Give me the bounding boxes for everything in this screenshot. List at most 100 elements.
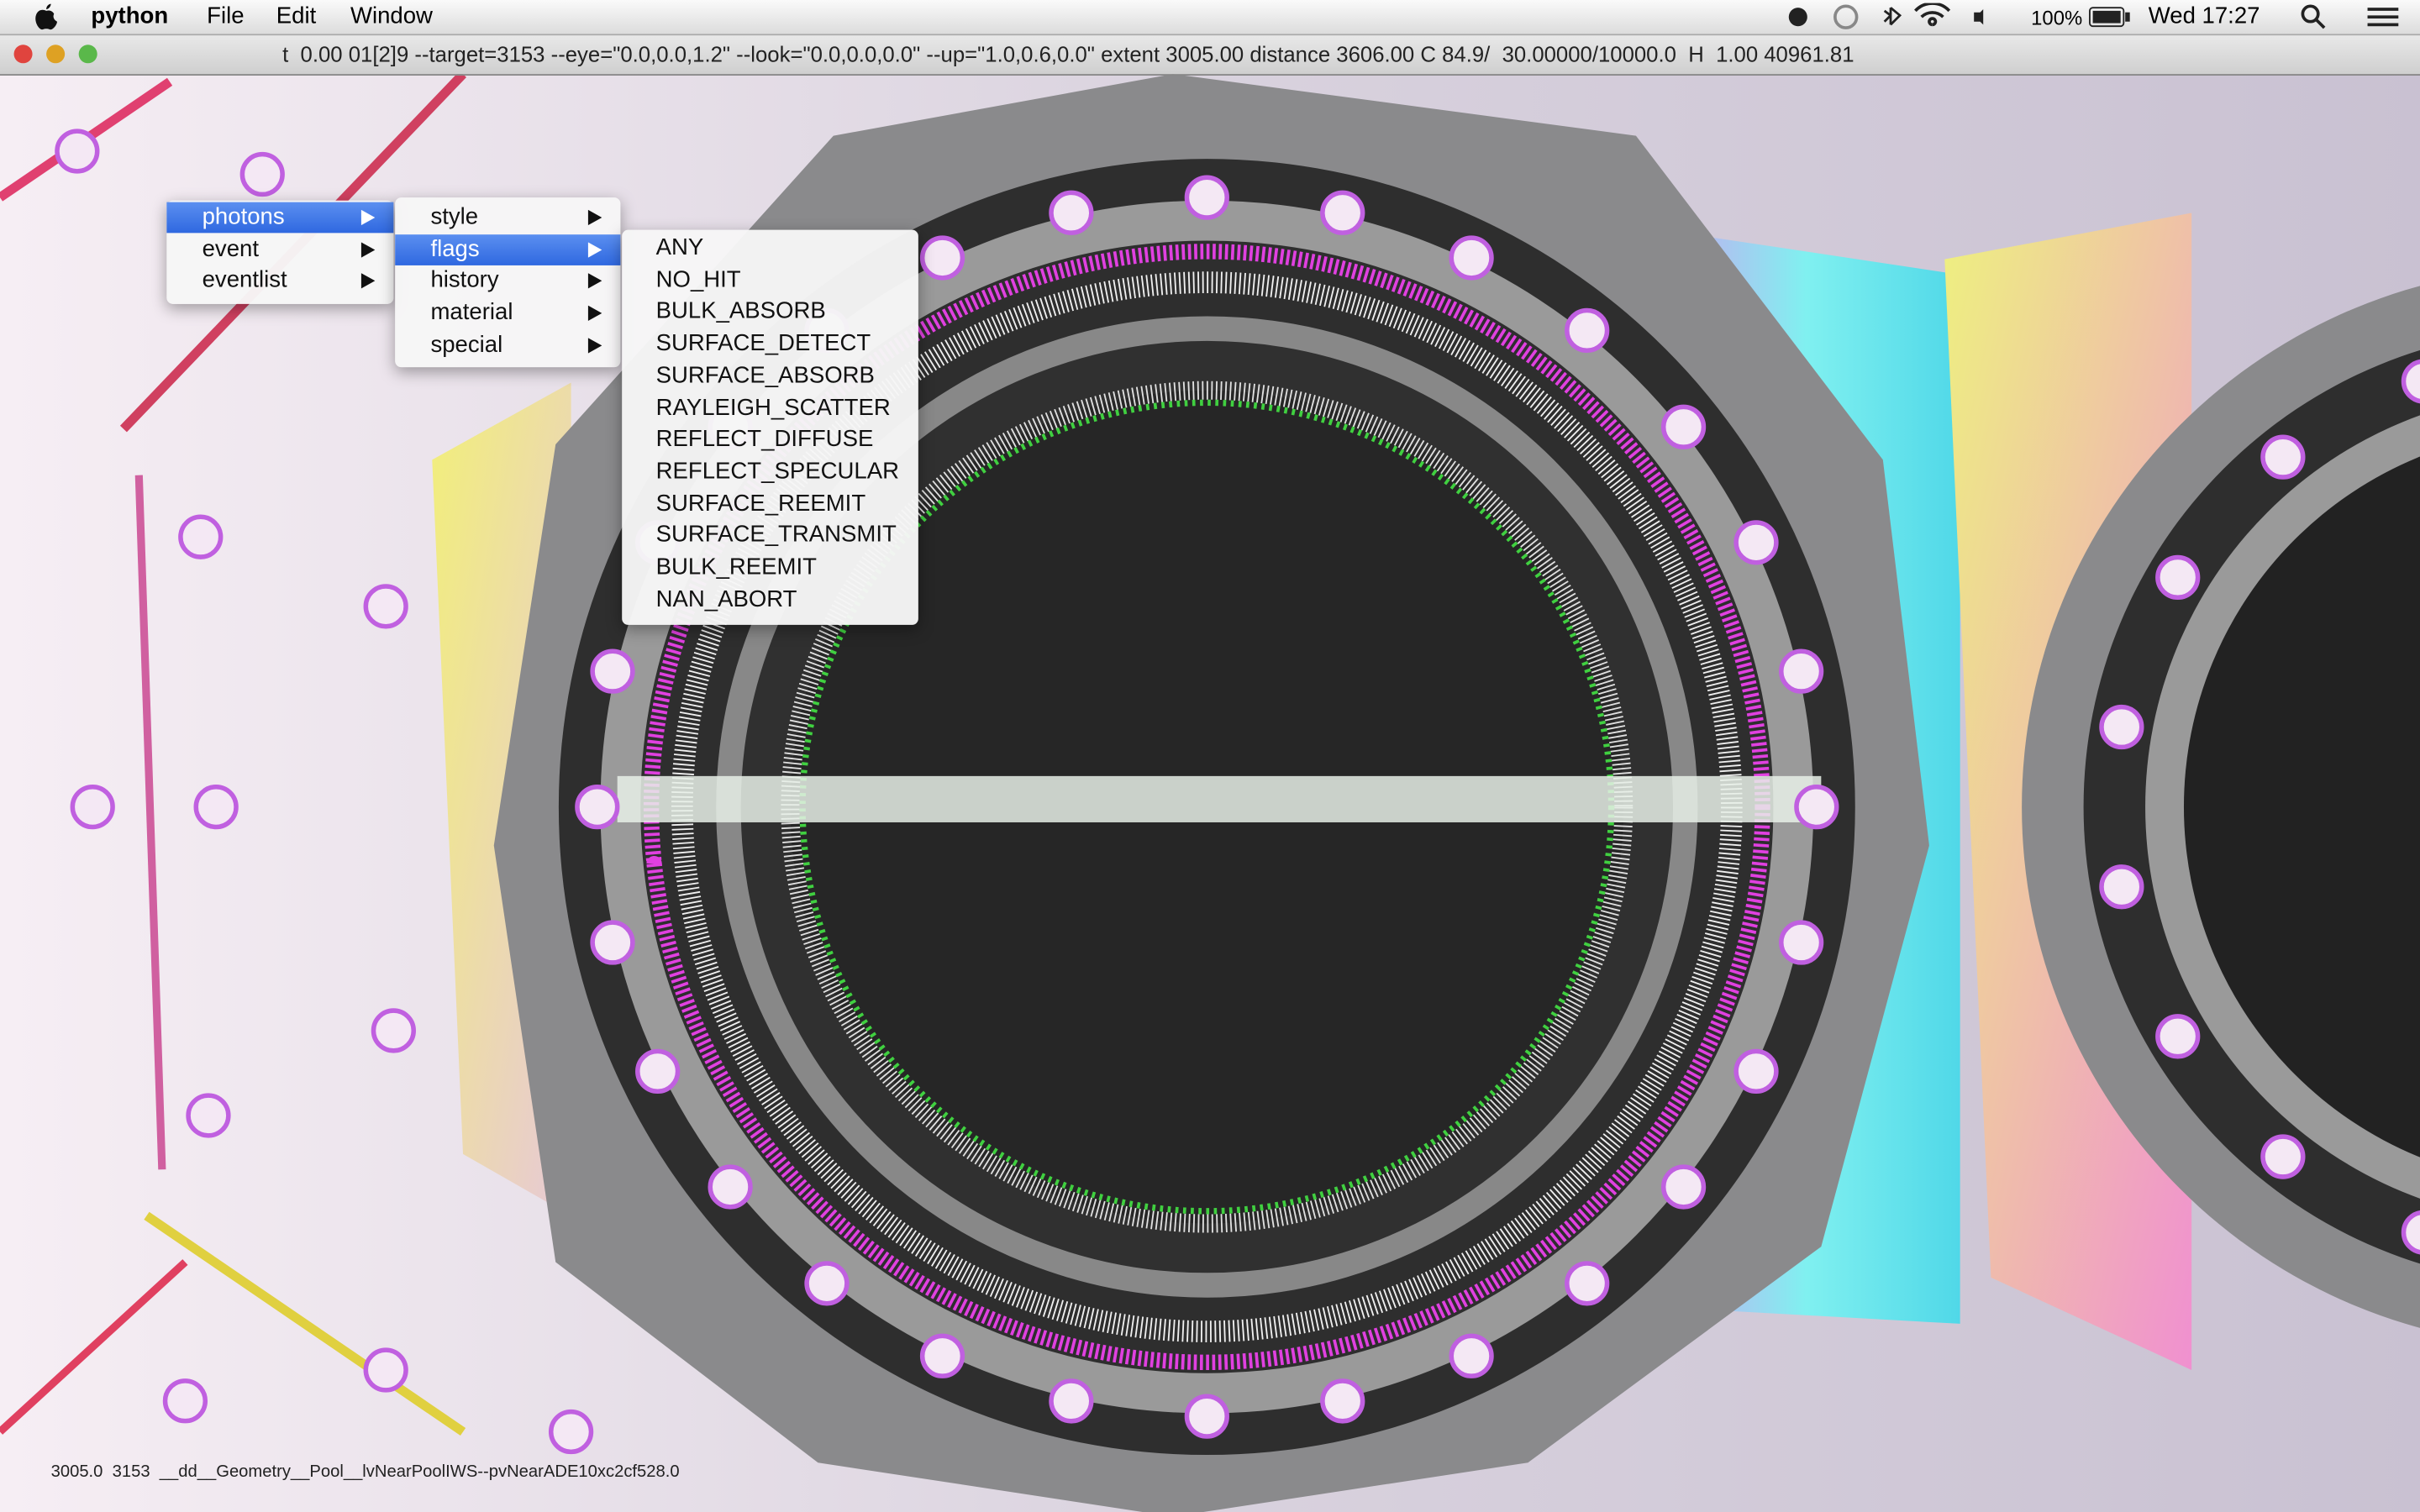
menu-item[interactable]: material [395, 298, 620, 329]
pmt [193, 784, 239, 830]
submenu-arrow [587, 337, 602, 354]
pmt [186, 1093, 231, 1138]
menu-item-label: history [430, 267, 499, 294]
menu-bar: python File Edit Window 100% Wed 17:27 [0, 0, 2420, 36]
pmt [1779, 920, 1824, 965]
close-button[interactable] [13, 45, 33, 64]
pmt [1320, 190, 1365, 235]
pmt [1320, 1378, 1365, 1424]
submenu-arrow [587, 305, 602, 322]
pmt [162, 1378, 208, 1424]
menu-item[interactable]: ANY [622, 233, 918, 264]
menu-item[interactable]: flags [395, 234, 621, 265]
pmt [1733, 1048, 1779, 1095]
zoom-button[interactable] [78, 45, 97, 64]
menu-window[interactable]: Window [350, 3, 433, 29]
pmt [1184, 1394, 1229, 1439]
context-menu: photons event eventlist [166, 200, 394, 304]
submenu-arrow [587, 209, 602, 226]
detector-ring [2184, 456, 2420, 1158]
submenu-arrow [360, 273, 376, 290]
pmt [1794, 784, 1839, 830]
pmt [363, 584, 408, 629]
pmt [70, 784, 115, 830]
submenu-arrow [360, 209, 376, 226]
menu-item-label: BULK_ABSORB [655, 298, 826, 325]
menu-item[interactable]: NAN_ABORT [622, 585, 918, 616]
menu-item-label: photons [202, 203, 285, 230]
title-bar: t 0.00 01[2]9 --target=3153 --eye="0.0,0… [0, 35, 2420, 76]
menu-item[interactable]: history [395, 266, 620, 297]
menu-item-label: SURFACE_TRANSMIT [655, 522, 897, 549]
strut [0, 1259, 188, 1435]
menu-item[interactable]: BULK_REEMIT [622, 553, 918, 584]
pmt [548, 1409, 594, 1455]
pmt [178, 514, 224, 559]
pmt [2155, 554, 2201, 601]
pmt [371, 1008, 417, 1053]
pmt [804, 1261, 850, 1306]
menu-item[interactable]: REFLECT_DIFFUSE [622, 424, 918, 455]
menu-item-label: style [430, 203, 479, 230]
menu-item-label: REFLECT_SPECULAR [655, 458, 899, 485]
pmt [919, 1333, 965, 1378]
menu-item[interactable]: special [395, 330, 620, 361]
menu-item[interactable]: SURFACE_REEMIT [622, 488, 918, 519]
menu-item-label: RAYLEIGH_SCATTER [655, 394, 891, 421]
pmt [590, 648, 635, 694]
menu-item-label: SURFACE_REEMIT [655, 490, 866, 517]
pmt [1779, 648, 1824, 694]
menu-item[interactable]: SURFACE_TRANSMIT [622, 521, 918, 552]
photon-band [617, 775, 1822, 822]
pmt [1449, 235, 1494, 281]
menu-item[interactable]: NO_HIT [622, 265, 918, 296]
menu-item-label: SURFACE_ABSORB [655, 362, 875, 389]
pmt [1733, 520, 1779, 565]
apple-logo[interactable] [34, 3, 58, 31]
menu-item-label: special [430, 331, 503, 358]
pmt [1565, 1261, 1610, 1306]
menu-item[interactable]: style [395, 202, 620, 234]
menu-item-label: SURFACE_DETECT [655, 330, 871, 357]
menu-item[interactable]: SURFACE_ABSORB [622, 360, 918, 391]
battery-percent[interactable]: 100% [2031, 6, 2083, 29]
menu-item[interactable]: REFLECT_SPECULAR [622, 456, 918, 487]
submenu: style flags history material special [395, 197, 621, 368]
submenu-arrow [587, 241, 602, 258]
menu-item[interactable]: BULK_ABSORB [622, 297, 918, 328]
menu-item-label: REFLECT_DIFFUSE [655, 426, 874, 453]
pmt [2260, 1134, 2306, 1179]
menu-item[interactable]: eventlist [166, 266, 393, 297]
menu-item[interactable]: photons [166, 202, 394, 234]
pmt [2401, 359, 2420, 404]
status-icons[interactable] [1782, 3, 1984, 31]
pmt [1049, 1378, 1094, 1424]
menu-item-label: material [430, 299, 513, 326]
pmt [575, 784, 620, 830]
menu-file[interactable]: File [207, 3, 245, 29]
menu-item[interactable]: event [166, 234, 393, 265]
menu-item[interactable]: SURFACE_DETECT [622, 328, 918, 360]
menu-item-label: BULK_REEMIT [655, 554, 818, 580]
battery-icon[interactable] [2088, 6, 2131, 28]
flags-submenu: ANY NO_HIT BULK_ABSORB SURFACE_DETECT SURFAC… [622, 229, 918, 625]
minimize-button[interactable] [46, 45, 66, 64]
menu-item[interactable]: RAYLEIGH_SCATTER [622, 392, 918, 423]
pmt [1660, 404, 1707, 449]
menu-item-label: eventlist [202, 267, 287, 294]
app-menu[interactable]: python [91, 3, 169, 29]
menu-item-label: NAN_ABORT [655, 585, 797, 612]
strut [134, 475, 166, 1170]
menubar-right-icons[interactable] [2300, 3, 2408, 31]
menu-item-label: NO_HIT [655, 266, 741, 293]
pmt [2260, 434, 2306, 480]
pmt [635, 1048, 681, 1095]
submenu-arrow [587, 273, 602, 290]
pmt [919, 235, 965, 281]
menu-edit[interactable]: Edit [276, 3, 317, 29]
menu-item-label: flags [430, 235, 480, 262]
window-title: t 0.00 01[2]9 --target=3153 --eye="0.0,0… [282, 41, 1854, 66]
clock[interactable]: Wed 17:27 [2148, 3, 2260, 29]
pmt [708, 1164, 753, 1210]
